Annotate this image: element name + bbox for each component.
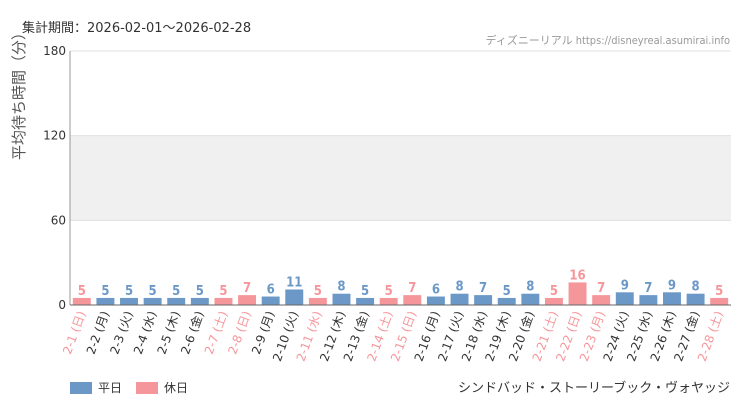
data-label: 7 (243, 281, 251, 296)
data-label: 6 (267, 283, 275, 298)
data-label: 9 (621, 278, 629, 293)
bar-weekday (143, 297, 162, 305)
bar-weekday (639, 295, 658, 305)
data-label: 5 (125, 284, 133, 299)
data-label: 7 (479, 281, 487, 296)
bar-weekday (615, 292, 634, 305)
legend-swatch-holiday (136, 381, 159, 394)
bar-weekday (686, 293, 705, 305)
data-label: 5 (715, 284, 723, 299)
y-tick-label: 120 (43, 129, 66, 143)
bar-weekday (96, 297, 115, 305)
data-label: 5 (149, 284, 157, 299)
legend: 平日 休日 (70, 379, 202, 396)
data-label: 5 (503, 284, 511, 299)
data-label: 5 (172, 284, 180, 299)
bar-holiday (72, 297, 91, 305)
data-label: 9 (668, 278, 676, 293)
y-tick-label: 180 (43, 44, 66, 58)
data-label: 6 (432, 283, 440, 298)
data-label: 7 (408, 281, 416, 296)
data-label: 7 (644, 281, 652, 296)
bar-weekday (450, 293, 469, 305)
data-label: 5 (78, 284, 86, 299)
legend-item-holiday: 休日 (136, 379, 188, 396)
bar-holiday (568, 282, 587, 305)
data-label: 5 (314, 284, 322, 299)
data-label: 5 (196, 284, 204, 299)
bar-holiday (308, 297, 327, 305)
bar-holiday (403, 295, 422, 305)
bar-weekday (356, 297, 375, 305)
grid-band (70, 135, 731, 221)
bar-weekday (521, 293, 540, 305)
bar-holiday (544, 297, 563, 305)
bar-holiday (238, 295, 257, 305)
data-label: 7 (597, 281, 605, 296)
attraction-name: シンドバッド・ストーリーブック・ヴォヤッジ (458, 381, 730, 396)
data-label: 5 (550, 284, 558, 299)
bar-weekday (474, 295, 493, 305)
legend-item-weekday: 平日 (70, 379, 122, 396)
data-label: 5 (361, 284, 369, 299)
bar-holiday (592, 295, 611, 305)
data-label: 8 (692, 280, 700, 295)
bar-weekday (497, 297, 516, 305)
bar-weekday (167, 297, 186, 305)
bar-weekday (285, 289, 304, 305)
legend-label-holiday: 休日 (164, 381, 189, 395)
y-tick-label: 0 (58, 298, 66, 312)
bar-weekday (332, 293, 351, 305)
period-label: 集計期間：2026-02-01〜2026-02-28 (22, 21, 252, 36)
data-label: 8 (337, 280, 345, 295)
bar-holiday (214, 297, 233, 305)
bar-weekday (120, 297, 138, 305)
data-label: 5 (219, 284, 227, 299)
bar-holiday (710, 297, 729, 305)
bar-weekday (261, 296, 280, 305)
y-tick-label: 60 (51, 213, 66, 227)
data-label: 16 (569, 268, 585, 283)
legend-swatch-weekday (70, 381, 92, 394)
data-label: 5 (101, 284, 109, 299)
bar-weekday (426, 296, 445, 305)
credit-label: ディズニーリアル https://disneyreal.asumirai.inf… (485, 34, 730, 47)
bar-holiday (379, 297, 398, 305)
data-label: 5 (385, 284, 393, 299)
bar-weekday (663, 292, 681, 305)
data-label: 8 (526, 280, 534, 295)
data-label: 11 (286, 275, 302, 290)
data-label: 8 (455, 280, 463, 295)
legend-label-weekday: 平日 (98, 381, 123, 395)
bar-weekday (190, 297, 209, 305)
